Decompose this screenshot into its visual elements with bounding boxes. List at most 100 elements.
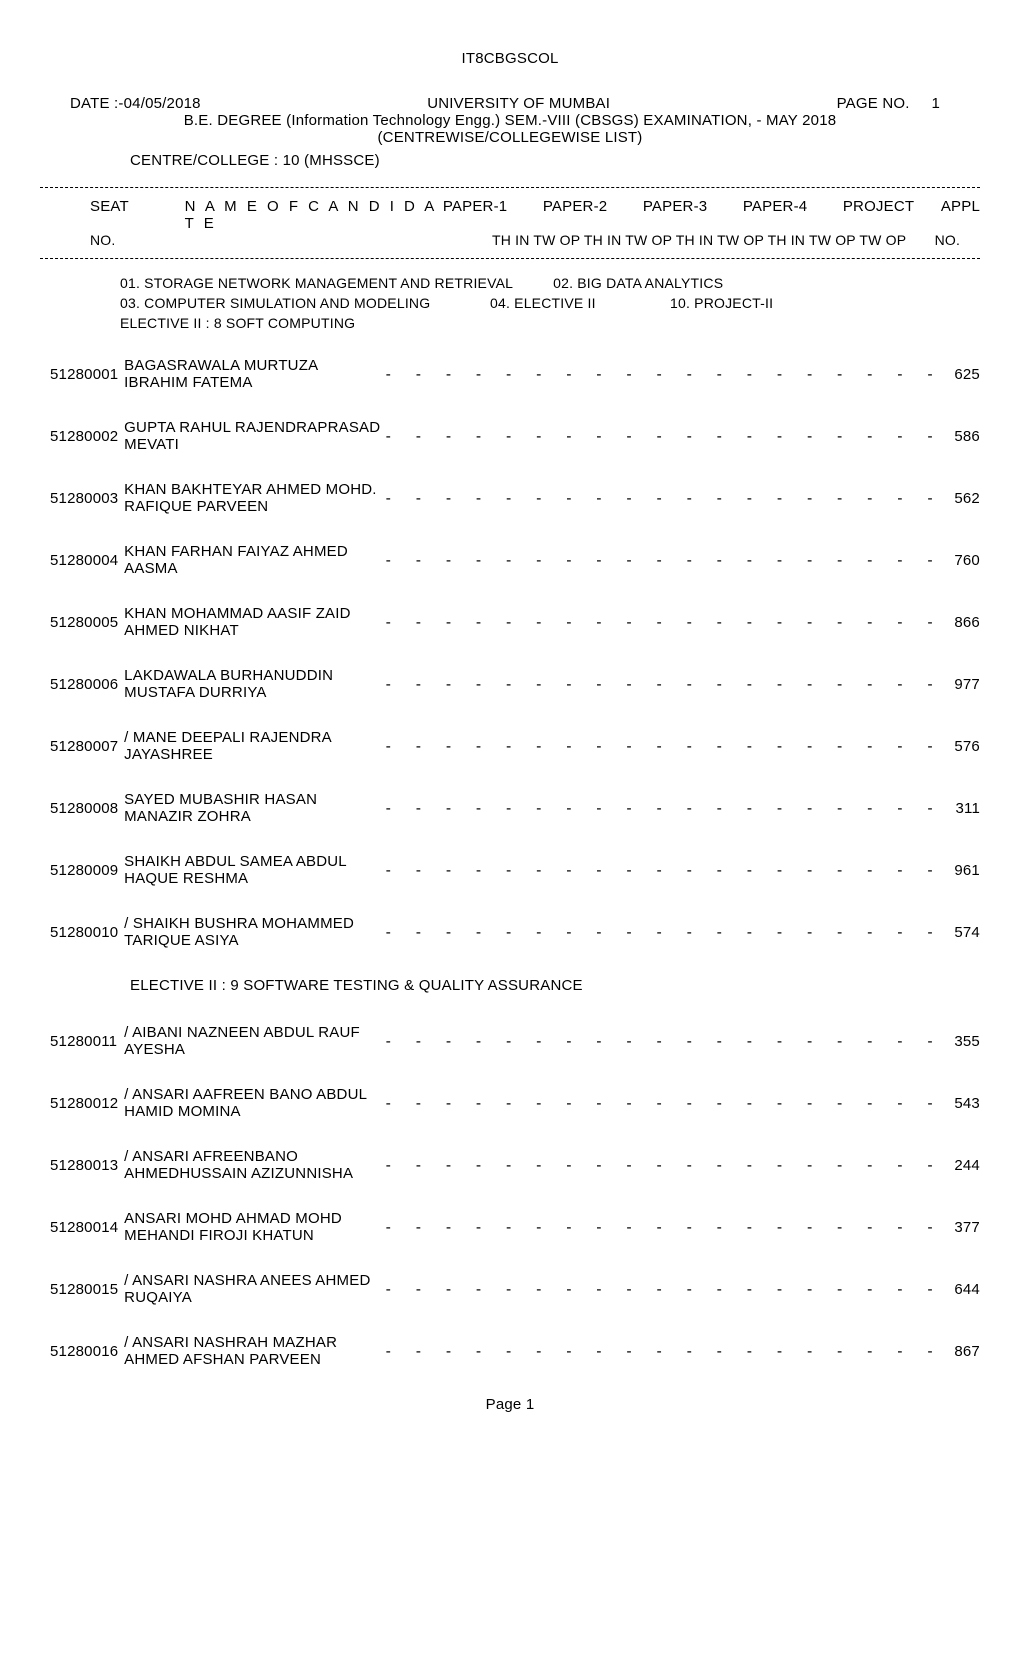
subjects-block: 01. STORAGE NETWORK MANAGEMENT AND RETRI…: [40, 275, 980, 331]
page-label: PAGE NO. 1: [837, 95, 940, 112]
date-label: DATE :-04/05/2018: [70, 95, 201, 112]
table-row: 51280007/ MANE DEEPALI RAJENDRA JAYASHRE…: [40, 729, 980, 763]
candidate-name: / AIBANI NAZNEEN ABDUL RAUF AYESHA: [124, 1024, 384, 1058]
candidate-name: / ANSARI NASHRA ANEES AHMED RUQAIYA: [124, 1272, 384, 1306]
table-row: 51280008SAYED MUBASHIR HASAN MANAZIR ZOH…: [40, 791, 980, 825]
divider-top: [40, 187, 980, 188]
marks-dashes: - - - - - - - - - - - - - - - - - - -: [384, 1032, 936, 1050]
col-paper-3: PAPER-3: [643, 198, 715, 232]
seat-no: 51280003: [50, 490, 124, 507]
subject-04: 04. ELECTIVE II: [490, 295, 630, 311]
table-row: 51280015/ ANSARI NASHRA ANEES AHMED RUQA…: [40, 1272, 980, 1306]
appl-no: 244: [935, 1157, 980, 1174]
rows-group-b: 51280011/ AIBANI NAZNEEN ABDUL RAUF AYES…: [40, 1024, 980, 1368]
candidate-name: / ANSARI NASHRAH MAZHAR AHMED AFSHAN PAR…: [124, 1334, 384, 1368]
seat-no: 51280015: [50, 1281, 124, 1298]
th-line: TH IN TW OP TH IN TW OP TH IN TW OP TH I…: [492, 232, 906, 248]
appl-no: 760: [935, 552, 980, 569]
seat-no: 51280002: [50, 428, 124, 445]
candidate-name: KHAN MOHAMMAD AASIF ZAID AHMED NIKHAT: [124, 605, 384, 639]
list-type-line: (CENTREWISE/COLLEGEWISE LIST): [40, 129, 980, 146]
marks-dashes: - - - - - - - - - - - - - - - - - - -: [384, 1280, 936, 1298]
candidate-name: LAKDAWALA BURHANUDDIN MUSTAFA DURRIYA: [124, 667, 384, 701]
seat-no: 51280004: [50, 552, 124, 569]
marks-dashes: - - - - - - - - - - - - - - - - - - -: [384, 1094, 936, 1112]
col-no-label: NO.: [90, 232, 200, 248]
candidate-name: SHAIKH ABDUL SAMEA ABDUL HAQUE RESHMA: [124, 853, 384, 887]
table-row: 51280004KHAN FARHAN FAIYAZ AHMED AASMA- …: [40, 543, 980, 577]
appl-no: 543: [935, 1095, 980, 1112]
seat-no: 51280007: [50, 738, 124, 755]
marks-dashes: - - - - - - - - - - - - - - - - - - -: [384, 923, 936, 941]
appl-no: 377: [935, 1219, 980, 1236]
seat-no: 51280008: [50, 800, 124, 817]
candidate-name: KHAN BAKHTEYAR AHMED MOHD. RAFIQUE PARVE…: [124, 481, 384, 515]
table-row: 51280003KHAN BAKHTEYAR AHMED MOHD. RAFIQ…: [40, 481, 980, 515]
divider-mid: [40, 258, 980, 259]
appl-no: 586: [935, 428, 980, 445]
page-footer: Page 1: [40, 1396, 980, 1413]
table-row: 51280013/ ANSARI AFREENBANO AHMEDHUSSAIN…: [40, 1148, 980, 1182]
col-paper-4: PAPER-4: [743, 198, 815, 232]
elective-a: ELECTIVE II : 8 SOFT COMPUTING: [120, 315, 355, 331]
appl-no: 562: [935, 490, 980, 507]
column-header-row2: NO. TH IN TW OP TH IN TW OP TH IN TW OP …: [40, 232, 980, 248]
marks-dashes: - - - - - - - - - - - - - - - - - - -: [384, 1218, 936, 1236]
table-row: 51280009SHAIKH ABDUL SAMEA ABDUL HAQUE R…: [40, 853, 980, 887]
marks-dashes: - - - - - - - - - - - - - - - - - - -: [384, 365, 936, 383]
col-project: PROJECT: [843, 198, 913, 232]
degree-line: B.E. DEGREE (Information Technology Engg…: [40, 112, 980, 129]
page-no-label: PAGE NO.: [837, 95, 910, 112]
marks-dashes: - - - - - - - - - - - - - - - - - - -: [384, 1342, 936, 1360]
seat-no: 51280011: [50, 1033, 124, 1050]
appl-no: 574: [935, 924, 980, 941]
table-row: 51280016/ ANSARI NASHRAH MAZHAR AHMED AF…: [40, 1334, 980, 1368]
seat-no: 51280005: [50, 614, 124, 631]
candidate-name: SAYED MUBASHIR HASAN MANAZIR ZOHRA: [124, 791, 384, 825]
page-no-value: 1: [931, 95, 940, 112]
column-header-row1: SEAT N A M E O F C A N D I D A T E PAPER…: [40, 198, 980, 232]
university-name: UNIVERSITY OF MUMBAI: [201, 95, 837, 112]
table-row: 51280002GUPTA RAHUL RAJENDRAPRASAD MEVAT…: [40, 419, 980, 453]
marks-dashes: - - - - - - - - - - - - - - - - - - -: [384, 737, 936, 755]
col-seat-label: SEAT: [90, 198, 185, 232]
table-row: 51280006LAKDAWALA BURHANUDDIN MUSTAFA DU…: [40, 667, 980, 701]
table-row: 51280014ANSARI MOHD AHMAD MOHD MEHANDI F…: [40, 1210, 980, 1244]
subject-02: 02. BIG DATA ANALYTICS: [553, 275, 723, 291]
appl-no: 355: [935, 1033, 980, 1050]
candidate-name: / MANE DEEPALI RAJENDRA JAYASHREE: [124, 729, 384, 763]
appl-no: 866: [935, 614, 980, 631]
seat-no: 51280012: [50, 1095, 124, 1112]
centre-line: CENTRE/COLLEGE : 10 (MHSSCE): [40, 152, 980, 169]
col-name-label: N A M E O F C A N D I D A T E: [185, 198, 443, 232]
candidate-name: / ANSARI AAFREEN BANO ABDUL HAMID MOMINA: [124, 1086, 384, 1120]
table-row: 51280010/ SHAIKH BUSHRA MOHAMMED TARIQUE…: [40, 915, 980, 949]
candidate-name: ANSARI MOHD AHMAD MOHD MEHANDI FIROJI KH…: [124, 1210, 384, 1244]
candidate-name: GUPTA RAHUL RAJENDRAPRASAD MEVATI: [124, 419, 384, 453]
table-row: 51280012/ ANSARI AAFREEN BANO ABDUL HAMI…: [40, 1086, 980, 1120]
marks-dashes: - - - - - - - - - - - - - - - - - - -: [384, 675, 936, 693]
subject-01: 01. STORAGE NETWORK MANAGEMENT AND RETRI…: [120, 275, 513, 291]
table-row: 51280001BAGASRAWALA MURTUZA IBRAHIM FATE…: [40, 357, 980, 391]
seat-no: 51280013: [50, 1157, 124, 1174]
marks-dashes: - - - - - - - - - - - - - - - - - - -: [384, 1156, 936, 1174]
seat-no: 51280001: [50, 366, 124, 383]
col-appl: APPL: [941, 198, 980, 232]
candidate-name: / SHAIKH BUSHRA MOHAMMED TARIQUE ASIYA: [124, 915, 384, 949]
marks-dashes: - - - - - - - - - - - - - - - - - - -: [384, 799, 936, 817]
seat-no: 51280009: [50, 862, 124, 879]
file-title: IT8CBGSCOL: [40, 50, 980, 67]
marks-dashes: - - - - - - - - - - - - - - - - - - -: [384, 427, 936, 445]
candidate-name: / ANSARI AFREENBANO AHMEDHUSSAIN AZIZUNN…: [124, 1148, 384, 1182]
appl-no: 867: [935, 1343, 980, 1360]
candidate-name: KHAN FARHAN FAIYAZ AHMED AASMA: [124, 543, 384, 577]
seat-no: 51280014: [50, 1219, 124, 1236]
appl-no: 644: [935, 1281, 980, 1298]
seat-no: 51280016: [50, 1343, 124, 1360]
appl-no: 625: [935, 366, 980, 383]
appl-no: 311: [935, 800, 980, 817]
appl-no: 576: [935, 738, 980, 755]
appl-no: 977: [935, 676, 980, 693]
subject-03: 03. COMPUTER SIMULATION AND MODELING: [120, 295, 450, 311]
seat-no: 51280010: [50, 924, 124, 941]
